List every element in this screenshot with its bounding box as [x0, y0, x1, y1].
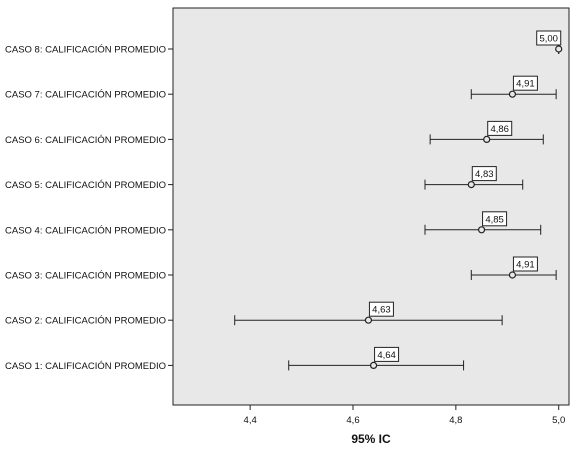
mean-point [364, 316, 373, 324]
error-bars [234, 44, 563, 371]
mean-point [467, 181, 475, 189]
mean-label: 4,83 [475, 169, 494, 180]
x-tick-label: 5,0 [552, 415, 565, 426]
mean-labels: 5,00 4,91 4,86 4,83 4,85 4,91 4,63 4,64 [368, 30, 562, 362]
mean-point [369, 361, 378, 369]
x-tick-label: 4,8 [449, 415, 462, 426]
x-tick-label: 4,4 [244, 415, 257, 426]
x-axis-ticks: 4,4 4,6 4,8 5,0 [244, 405, 565, 426]
mean-point [477, 226, 486, 234]
mean-label: 4,86 [490, 124, 509, 135]
y-axis-ticks [168, 48, 173, 366]
mean-label: 4,63 [372, 305, 391, 316]
mean-label-box [512, 75, 538, 91]
x-axis-title: 95% IC [351, 432, 391, 446]
mean-label-box [368, 301, 394, 317]
mean-point [555, 45, 563, 53]
mean-label: 5,00 [539, 34, 558, 45]
category-label: CASO 6: CALIFICACIÓN PROMEDIO [5, 135, 166, 146]
mean-point [508, 90, 517, 98]
mean-label-box [471, 166, 497, 182]
plot-area [172, 7, 570, 406]
mean-point [508, 271, 517, 279]
category-label: CASO 2: CALIFICACIÓN PROMEDIO [5, 316, 166, 327]
x-tick-label: 4,6 [346, 415, 359, 426]
category-label: CASO 1: CALIFICACIÓN PROMEDIO [5, 361, 166, 372]
mean-point [483, 135, 491, 143]
category-label: CASO 5: CALIFICACIÓN PROMEDIO [5, 180, 166, 191]
category-labels: CASO 8: CALIFICACIÓN PROMEDIO CASO 7: CAL… [5, 45, 166, 372]
category-label: CASO 3: CALIFICACIÓN PROMEDIO [5, 271, 166, 282]
mean-label-box [512, 256, 538, 272]
mean-label: 4,91 [516, 260, 535, 271]
mean-label-box [482, 211, 508, 227]
mean-label: 4,64 [377, 350, 396, 361]
category-label: CASO 4: CALIFICACIÓN PROMEDIO [5, 225, 166, 236]
mean-label-box [536, 30, 562, 46]
mean-label: 4,85 [485, 214, 504, 225]
category-label: CASO 8: CALIFICACIÓN PROMEDIO [5, 45, 166, 56]
category-label: CASO 7: CALIFICACIÓN PROMEDIO [5, 90, 166, 101]
mean-label-box [374, 346, 400, 362]
mean-label: 4,91 [516, 79, 535, 90]
mean-label-box [487, 120, 513, 136]
